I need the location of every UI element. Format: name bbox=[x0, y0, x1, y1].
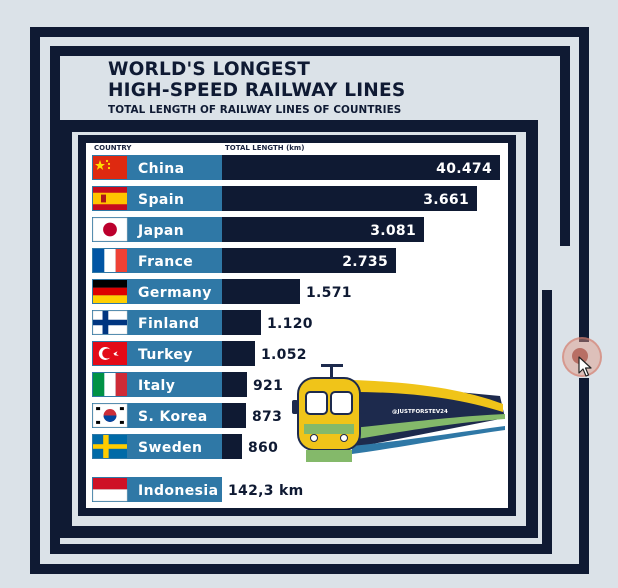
value-label-s-korea: 873 bbox=[252, 409, 282, 425]
frame-ring2-bottom bbox=[50, 544, 552, 554]
train-body-yellow-stripe bbox=[352, 380, 503, 412]
bar-row-france: France 2.735 bbox=[92, 248, 396, 273]
bar-row-turkey: Turkey 1.052 bbox=[92, 341, 307, 366]
country-label-china: China bbox=[138, 161, 184, 177]
value-label-sweden: 860 bbox=[248, 440, 278, 456]
country-label-italy: Italy bbox=[138, 378, 175, 394]
bar-row-finland: Finland 1.120 bbox=[92, 310, 313, 335]
sweden-flag-icon bbox=[93, 435, 127, 458]
indonesia-flag-icon bbox=[92, 478, 128, 502]
country-label-finland: Finland bbox=[138, 316, 199, 332]
frame-ring2-right bbox=[560, 46, 570, 246]
bar-row-italy: Italy 921 bbox=[92, 372, 283, 397]
frame-outer-left bbox=[30, 27, 40, 574]
spain-flag-icon bbox=[93, 187, 127, 210]
frame-ring3-bottom bbox=[60, 526, 538, 538]
value-label-china: 40.474 bbox=[436, 161, 492, 177]
train-rail-stripe bbox=[352, 426, 505, 454]
country-column-header: COUNTRY bbox=[94, 144, 132, 152]
france-flag-icon bbox=[93, 249, 127, 272]
bar-japan bbox=[222, 217, 424, 242]
length-column-header: TOTAL LENGTH (km) bbox=[225, 144, 305, 152]
bar-row-indonesia: Indonesia 142,3 km bbox=[92, 477, 303, 502]
train-mirror-right bbox=[360, 400, 366, 414]
train-cab-green-band bbox=[304, 424, 354, 434]
train-pantograph-pole bbox=[330, 366, 333, 380]
bar-italy bbox=[222, 372, 247, 397]
chart-title-line2: HIGH-SPEED RAILWAY LINES bbox=[108, 80, 406, 101]
mouse-pointer-icon bbox=[578, 356, 592, 377]
italy-flag-icon bbox=[93, 373, 127, 396]
bar-germany bbox=[222, 279, 300, 304]
value-label-spain: 3.661 bbox=[423, 192, 469, 208]
country-label-germany: Germany bbox=[138, 285, 212, 301]
frame-ring2-left bbox=[50, 46, 60, 554]
frame-ring3-right bbox=[526, 120, 538, 538]
value-label-germany: 1.571 bbox=[306, 285, 352, 301]
frame-ring2-top bbox=[50, 46, 570, 56]
bar-row-sweden: Sweden 860 bbox=[92, 434, 278, 459]
train-window-left bbox=[305, 391, 328, 415]
bar-s-korea bbox=[222, 403, 246, 428]
finland-flag-icon bbox=[92, 310, 128, 335]
frame-inner-bottom bbox=[78, 508, 516, 516]
germany-flag-icon bbox=[93, 280, 127, 303]
watermark-text: @JUSTFORSTEV24 bbox=[392, 409, 448, 415]
train-illustration: @JUSTFORSTEV24 bbox=[292, 364, 505, 462]
bar-finland bbox=[222, 310, 261, 335]
bar-row-s-korea: S. Korea 873 bbox=[92, 403, 282, 428]
country-label-sweden: Sweden bbox=[138, 440, 202, 456]
frame-inner-top bbox=[78, 135, 516, 143]
frame-outer-top bbox=[30, 27, 589, 37]
bar-chart: China 40.474 Spain 3.661 Japan 3.081 France 2.7… bbox=[92, 155, 500, 502]
value-label-finland: 1.120 bbox=[267, 316, 313, 332]
train-headlight-right bbox=[340, 434, 348, 442]
train-skirt bbox=[306, 450, 352, 462]
frame-ring2-right-lower bbox=[542, 290, 552, 554]
train-headlight-left bbox=[310, 434, 318, 442]
cursor-dot bbox=[572, 348, 588, 364]
value-label-japan: 3.081 bbox=[370, 223, 416, 239]
value-label-france: 2.735 bbox=[342, 254, 388, 270]
country-label-turkey: Turkey bbox=[138, 347, 193, 363]
country-label-spain: Spain bbox=[138, 192, 184, 208]
china-flag-icon bbox=[93, 156, 127, 179]
frame-outer-right-upper bbox=[579, 27, 589, 342]
frame-outer-bottom bbox=[30, 564, 589, 574]
chart-title-line1: WORLD'S LONGEST bbox=[108, 59, 311, 80]
value-label-turkey: 1.052 bbox=[261, 347, 307, 363]
frame-inner-left bbox=[78, 135, 86, 516]
bar-row-spain: Spain 3.661 bbox=[92, 186, 477, 211]
bar-sweden bbox=[222, 434, 242, 459]
japan-flag-icon bbox=[92, 217, 128, 242]
bar-spain bbox=[222, 186, 477, 211]
value-label-indonesia: 142,3 km bbox=[228, 483, 303, 499]
train-pantograph-bar bbox=[321, 364, 343, 367]
bar-china bbox=[222, 155, 500, 180]
value-label-italy: 921 bbox=[253, 378, 283, 394]
train-body-green-stripe bbox=[352, 414, 505, 440]
turkey-flag-icon bbox=[93, 342, 127, 365]
train-window-right bbox=[330, 391, 353, 415]
bar-france bbox=[222, 248, 396, 273]
country-label-indonesia: Indonesia bbox=[138, 483, 218, 499]
chart-subtitle: TOTAL LENGTH OF RAILWAY LINES OF COUNTRI… bbox=[108, 104, 402, 116]
country-label-s-korea: S. Korea bbox=[138, 409, 208, 425]
country-label-japan: Japan bbox=[137, 223, 184, 239]
south-korea-flag-icon bbox=[92, 403, 128, 428]
frame-ring3-top bbox=[60, 120, 538, 132]
frame-outer-right-lower bbox=[579, 378, 589, 574]
bar-turkey bbox=[222, 341, 255, 366]
country-label-france: France bbox=[138, 254, 193, 270]
bar-row-germany: Germany 1.571 bbox=[92, 279, 352, 304]
bar-row-china: China 40.474 bbox=[92, 155, 500, 180]
frame-inner-right bbox=[508, 135, 516, 516]
frame-ring3-left bbox=[60, 120, 72, 538]
bar-row-japan: Japan 3.081 bbox=[92, 217, 424, 242]
train-mirror-left bbox=[292, 400, 298, 414]
